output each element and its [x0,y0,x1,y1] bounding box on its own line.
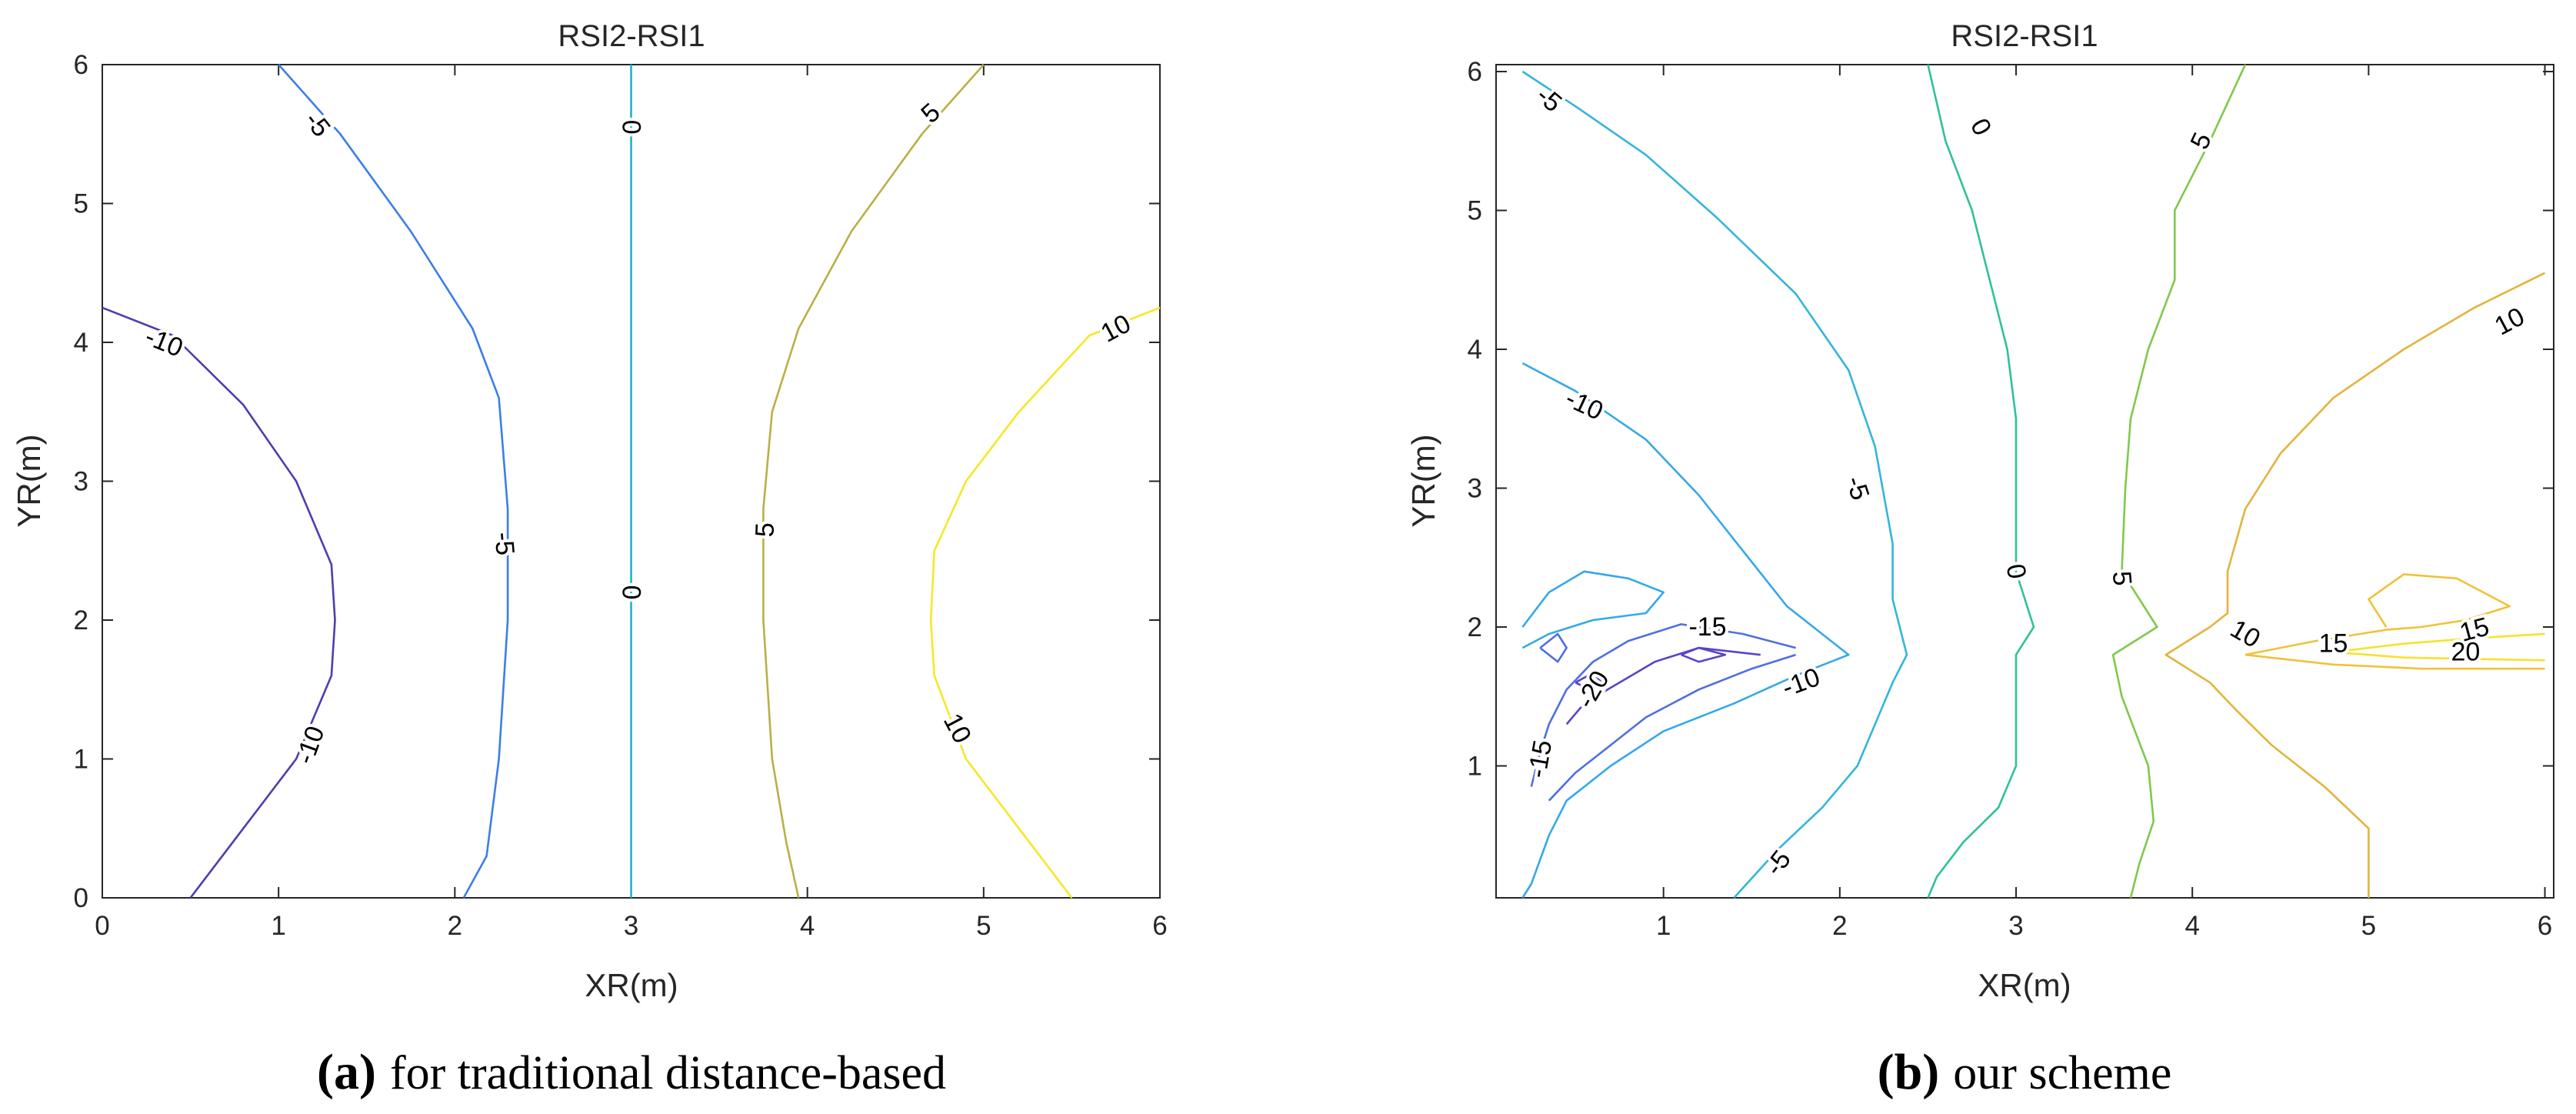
panel-b-contour-level-neg15 [1530,623,1796,787]
panel-b-xtick-label: 3 [2008,911,2023,941]
panel-b-caption: (b) our scheme [1878,1044,2172,1100]
panel-a-ytick-label: 4 [74,328,88,358]
panel-b-contour-level-neg20 [1565,646,1761,725]
panel-a-contour-level-5 [762,64,985,899]
panel-a-contour-label: 5 [750,522,780,538]
panel-b-contour-level-neg15 [1539,632,1568,663]
panel-b-contour-level-neg10 [1521,570,1665,649]
panel-a-xtick-label: 6 [1152,911,1167,941]
panel-a-ytick-label: 1 [74,745,88,775]
panel-a-contour-label: 0 [617,120,646,135]
panel-a-contours [102,64,1161,899]
panel-b-contour-level-15 [2244,625,2422,656]
panel-b-contour-level-neg20 [1575,672,1603,691]
panel-b-ytick-label: 6 [1468,57,1482,87]
panel-b-contour-level-15 [2368,573,2511,629]
panel-a-contour-level-10 [929,306,1161,899]
panel-b-contour-label: 20 [2451,638,2480,667]
panel-b-yticks: 1 2 3 4 5 6 [1468,57,2554,782]
panel-b-ytick-label: 1 [1468,752,1482,782]
panel-b-contour-level-neg10 [1521,362,1850,899]
panel-a-caption-text: for traditional distance-based [390,1047,946,1099]
panel-a-xlabel: XR(m) [585,967,678,1003]
panel-a-contour-label: -5 [488,531,519,556]
panel-a-xtick-label: 1 [271,911,285,941]
panel-a-contour-label: 0 [617,585,646,599]
panel-a-title: RSI2-RSI1 [558,19,705,53]
panel-a-caption-letter: (a) [317,1044,376,1100]
panel-a-ytick-label: 0 [74,883,88,913]
panel-a-contour-level-neg5 [278,64,509,899]
panel-a-ytick-label: 5 [74,189,88,219]
panel-b-contour-level-0 [1927,64,2035,899]
panel-a-xtick-label: 0 [95,911,109,941]
panel-b-contour-level-neg15 [1548,653,1796,802]
panel-b-contour-level-5 [2111,64,2247,899]
panel-b-caption-letter: (b) [1878,1044,1940,1100]
panel-b-plot-area [1495,64,2554,899]
panel-b-ylabel: YR(m) [1405,434,1441,527]
panel-b-contour-level-neg20 [1681,646,1727,663]
panel-a-ylabel: YR(m) [11,434,47,527]
panel-b-xtick-label: 4 [2184,911,2199,941]
panel-a-xtick-label: 4 [800,911,815,941]
panel-b-ytick-label: 5 [1468,196,1482,226]
panel-a-caption: (a) for traditional distance-based [317,1044,946,1100]
panel-b-contour-level-20 [2333,651,2545,662]
panel-a-xtick-label: 2 [448,911,462,941]
panel-b-contour-level-15 [2244,653,2545,670]
panel-b-contour-label: 5 [2107,570,2138,587]
panel-a-ytick-label: 6 [74,50,88,80]
panel-b-contour-level-20 [2333,632,2545,653]
panel-b-contour-level-neg5 [1521,70,1908,899]
panel-a-ytick-label: 3 [74,467,88,497]
panel-b-ytick-label: 4 [1468,335,1482,365]
panel-b-xlabel: XR(m) [1978,967,2071,1003]
panel-b-contour-label: 15 [2319,629,2348,659]
panel-b-xtick-label: 5 [2361,911,2376,941]
panel-b-contour-label: -15 [1688,612,1726,642]
panel-b-xtick-label: 1 [1656,911,1671,941]
panel-b-caption-text: our scheme [1953,1047,2171,1099]
panel-b-xtick-label: 6 [2538,911,2552,941]
panel-b-contours [1521,64,2546,899]
panel-a-xtick-label: 5 [976,911,991,941]
panel-a-yticks: 0 1 2 3 4 5 6 [74,50,1160,913]
panel-b-xticks: 1 2 3 4 5 6 [1656,65,2552,941]
panel-b-title: RSI2-RSI1 [1951,19,2098,53]
panel-b-ytick-label: 2 [1468,612,1482,642]
panel-a-xtick-label: 3 [624,911,638,941]
panel-b-ytick-label: 3 [1468,474,1482,504]
panel-b-xtick-label: 2 [1832,911,1847,941]
panel-a-xticks: 0 1 2 3 4 5 6 [95,65,1168,941]
panel-b-contour-level-10 [2164,272,2546,898]
panel-a-contour-level-neg10 [102,306,336,899]
panel-a-ytick-label: 2 [74,605,88,635]
